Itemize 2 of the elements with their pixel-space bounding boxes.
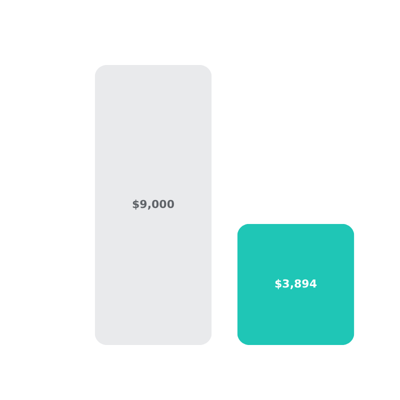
data-label: $9,000: [132, 198, 175, 211]
data-label: $3,894: [274, 277, 318, 290]
